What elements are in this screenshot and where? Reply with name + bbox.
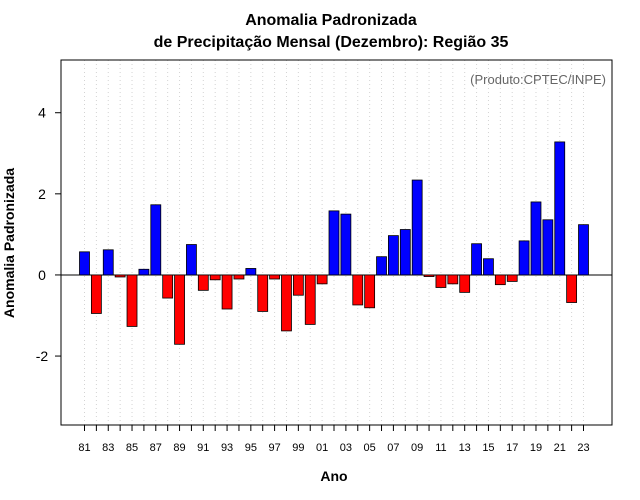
bar-12: [447, 274, 459, 285]
xtick-label: 09: [411, 442, 423, 454]
ytick-label: 4: [38, 105, 46, 121]
bar-13: [459, 274, 471, 293]
bar-19: [530, 201, 542, 276]
xtick-label: 99: [292, 442, 304, 454]
xtick-label: 81: [78, 442, 90, 454]
xtick-label: 13: [459, 442, 471, 454]
bar-95: [245, 268, 257, 276]
bar-86: [138, 268, 150, 276]
bar-88: [162, 274, 174, 299]
bars: [79, 141, 589, 345]
xtick-label: 83: [102, 442, 114, 454]
bar-94: [233, 274, 245, 280]
bar-81: [79, 251, 90, 276]
xtick-label: 07: [387, 442, 399, 454]
bar-02: [328, 210, 340, 276]
bar-97: [269, 274, 280, 280]
ytick-label: -2: [36, 348, 49, 364]
bar-21: [554, 141, 566, 276]
bar-98: [281, 274, 292, 332]
bar-93: [221, 274, 233, 310]
ytick-label: 2: [38, 186, 46, 202]
bar-03: [340, 213, 352, 276]
bar-10: [423, 274, 435, 277]
xtick-label: 15: [482, 442, 494, 454]
xtick-label: 23: [577, 442, 589, 454]
bar-85: [126, 274, 138, 327]
bar-90: [186, 244, 197, 276]
xtick-label: 97: [268, 442, 280, 454]
xtick-label: 11: [435, 442, 446, 454]
bar-91: [197, 274, 209, 291]
bar-15: [483, 258, 494, 276]
bar-14: [471, 243, 482, 276]
xtick-label: 89: [173, 442, 185, 454]
xtick-label: 95: [245, 442, 257, 454]
bar-92: [209, 274, 221, 281]
bar-99: [292, 274, 304, 296]
bar-20: [542, 219, 554, 276]
xtick-label: 03: [340, 442, 352, 454]
xtick-label: 19: [530, 442, 542, 454]
plot-frame: [60, 59, 613, 426]
xtick-label: 85: [126, 442, 138, 454]
bar-23: [578, 224, 589, 276]
bar-83: [102, 249, 114, 276]
x-axis-label: Ano: [320, 468, 347, 484]
bar-04: [352, 274, 364, 306]
bar-07: [388, 235, 399, 276]
bar-84: [114, 274, 126, 278]
xtick-label: 01: [316, 442, 328, 454]
bar-05: [364, 274, 376, 309]
bar-06: [376, 256, 387, 276]
chart-title-line1: Anomalia Padronizada: [245, 12, 417, 29]
credit-text: (Produto:CPTEC/INPE): [470, 72, 606, 87]
xtick-label: 17: [506, 442, 518, 454]
gridlines: [84, 60, 584, 425]
bar-11: [435, 274, 447, 288]
bar-22: [566, 274, 578, 303]
bar-17: [506, 274, 518, 282]
bar-09: [411, 179, 423, 276]
bar-00: [304, 274, 316, 325]
xtick-label: 05: [364, 442, 376, 454]
xtick-label: 21: [554, 442, 566, 454]
bar-08: [399, 229, 411, 276]
bar-96: [257, 274, 269, 312]
xtick-label: 93: [221, 442, 233, 454]
y-axis: -2 0 2 4: [36, 105, 61, 364]
bar-18: [518, 240, 530, 276]
xtick-label: 87: [150, 442, 162, 454]
bar-87: [150, 204, 162, 276]
bar-01: [316, 274, 328, 285]
bar-82: [90, 274, 102, 314]
bar-16: [494, 274, 506, 286]
chart-title-line2: de Precipitação Mensal (Dezembro): Regiã…: [154, 34, 509, 51]
bar-89: [174, 274, 185, 345]
xtick-label: 91: [197, 442, 209, 454]
y-axis-label: Anomalia Padronizada: [1, 168, 17, 318]
x-axis: 81 83 85 87 89 91 93 95 97 99 01 03 05 07 09 11 13 15 17 19…: [78, 425, 590, 454]
ytick-label: 0: [38, 267, 46, 283]
